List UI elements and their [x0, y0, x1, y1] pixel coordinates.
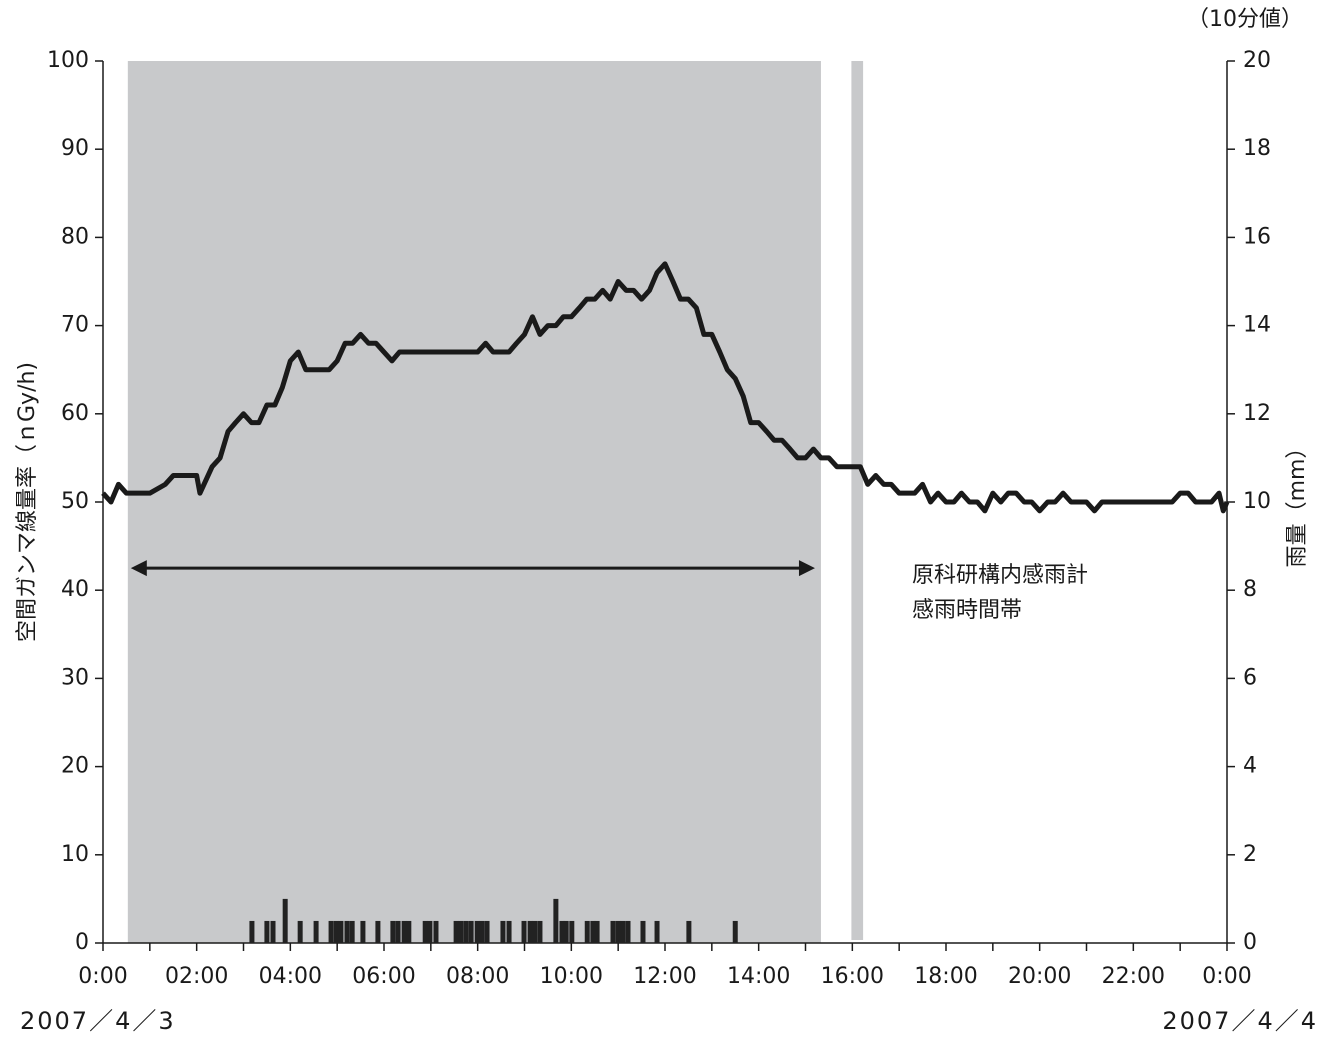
x-tick-label: 02:00	[165, 964, 228, 989]
annotation: 感雨時間帯	[912, 598, 1022, 623]
rain-bar	[313, 920, 319, 943]
rain-bar	[390, 920, 396, 943]
rain-bar	[620, 920, 626, 943]
rain-bar	[479, 920, 485, 943]
rain-bar	[484, 920, 490, 943]
y2-tick-label: 14	[1243, 313, 1271, 338]
x-tick-label: 16:00	[821, 964, 884, 989]
rain-bar	[569, 920, 575, 943]
rain-bar	[615, 920, 621, 943]
y2-tick-label: 20	[1243, 48, 1271, 73]
x-tick-label: 14:00	[727, 964, 790, 989]
date-end: 2007／4／4	[1162, 1007, 1318, 1035]
rain-bar	[249, 920, 255, 943]
rain-bar	[282, 898, 288, 943]
y2-tick-label: 6	[1243, 665, 1257, 690]
y2-axis-label: 雨量（mm）	[1285, 437, 1310, 568]
y-tick-label: 10	[61, 842, 89, 867]
rain-bar	[594, 920, 600, 943]
unit-note: （10分値）	[1187, 7, 1303, 32]
rain-bar	[270, 920, 276, 943]
y2-tick-label: 2	[1243, 842, 1257, 867]
rain-bar	[360, 920, 366, 943]
rain-bar	[559, 920, 565, 943]
x-tick-label: 04:00	[259, 964, 322, 989]
rain-bar	[458, 920, 464, 943]
rain-bar	[422, 920, 428, 943]
rain-bar	[640, 920, 646, 943]
y2-tick-label: 8	[1243, 577, 1257, 602]
rain-bar	[506, 920, 512, 943]
rain-bar	[333, 920, 339, 943]
x-tick-label: 0:00	[78, 964, 127, 989]
rain-bar	[401, 920, 407, 943]
y-tick-label: 100	[47, 48, 89, 73]
rain-bar	[584, 920, 590, 943]
y-tick-label: 60	[61, 401, 89, 426]
rain-bar	[532, 920, 538, 943]
y-tick-label: 30	[61, 665, 89, 690]
rain-bar	[375, 920, 381, 943]
y2-tick-label: 18	[1243, 136, 1271, 161]
y2-tick-label: 12	[1243, 401, 1271, 426]
x-tick-label: 20:00	[1008, 964, 1071, 989]
y-tick-label: 70	[61, 313, 89, 338]
rain-bar	[349, 920, 355, 943]
y2-tick-label: 4	[1243, 754, 1257, 779]
rain-bar	[527, 920, 533, 943]
rain-period	[851, 61, 864, 940]
rain-period	[127, 61, 821, 943]
rain-bar	[500, 920, 506, 943]
rain-bar	[590, 920, 596, 943]
x-tick-label: 22:00	[1102, 964, 1165, 989]
y2-tick-label: 16	[1243, 224, 1271, 249]
rain-bar	[654, 920, 660, 943]
rain-bar	[537, 920, 543, 943]
y-tick-label: 40	[61, 577, 89, 602]
rain-bar	[453, 920, 459, 943]
y-tick-label: 20	[61, 754, 89, 779]
rain-bar	[328, 920, 334, 943]
rain-bar	[468, 920, 474, 943]
rain-bar	[338, 920, 344, 943]
y-tick-label: 80	[61, 224, 89, 249]
rain-bar	[732, 920, 738, 943]
y-axis-label: 空間ガンマ線量率（ｎGy/h)	[15, 362, 40, 642]
arrow-head	[130, 560, 147, 577]
rain-bar	[474, 920, 480, 943]
rain-bar	[563, 920, 569, 943]
y-tick-label: 90	[61, 136, 89, 161]
x-tick-label: 12:00	[633, 964, 696, 989]
rain-bar	[406, 920, 412, 943]
y-tick-label: 0	[75, 930, 89, 955]
date-start: 2007／4／3	[20, 1007, 176, 1035]
y2-tick-label: 10	[1243, 489, 1271, 514]
rain-bar	[610, 920, 616, 943]
y-tick-label: 50	[61, 489, 89, 514]
x-tick-label: 0:00	[1202, 964, 1251, 989]
rain-bar	[463, 920, 469, 943]
arrow-head	[798, 560, 815, 577]
rain-bar	[297, 920, 303, 943]
rain-bar	[686, 920, 692, 943]
rain-bar	[344, 920, 350, 943]
rain-bar	[427, 920, 433, 943]
x-tick-label: 08:00	[446, 964, 509, 989]
rain-bar	[433, 920, 439, 943]
rain-bar	[521, 920, 527, 943]
dose-line	[101, 261, 1230, 514]
annotation: 原科研構内感雨計	[912, 563, 1088, 588]
rain-bar	[625, 920, 631, 943]
x-tick-label: 10:00	[540, 964, 603, 989]
rain-bar	[553, 898, 559, 943]
y2-tick-label: 0	[1243, 930, 1257, 955]
rain-bar	[264, 920, 270, 943]
rain-bar	[395, 920, 401, 943]
x-tick-label: 06:00	[352, 964, 415, 989]
x-tick-label: 18:00	[914, 964, 977, 989]
